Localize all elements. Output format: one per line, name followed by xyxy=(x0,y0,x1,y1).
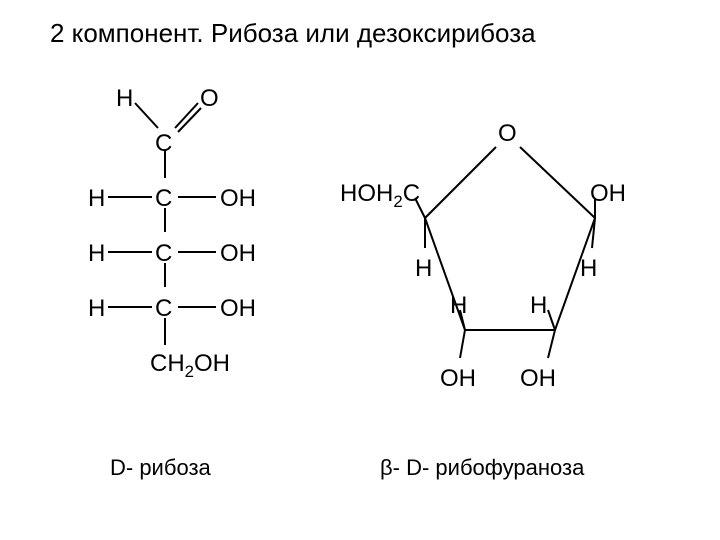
right-atom-O_ring: O xyxy=(498,120,517,148)
right-atom-HOH2C: HOH2C xyxy=(340,180,420,212)
left-atom-H3l: H xyxy=(88,240,105,268)
left-atom-H4l: H xyxy=(88,295,105,323)
left-atom-H2l: H xyxy=(88,185,105,213)
left-atom-OH2: OH xyxy=(220,185,256,213)
left-atom-C3: C xyxy=(155,240,172,268)
left-caption: D- рибоза xyxy=(110,455,211,481)
left-atom-O_top: O xyxy=(200,85,219,113)
left-atom-H_top: H xyxy=(116,85,133,113)
left-atom-C4: C xyxy=(155,295,172,323)
left-atom-C1: C xyxy=(155,130,172,158)
left-atom-C2: C xyxy=(155,185,172,213)
right-caption: β- D- рибофураноза xyxy=(380,455,584,481)
left-atom-OH4: OH xyxy=(220,295,256,323)
right-atom-OH_bl: OH xyxy=(440,365,476,393)
right-atom-H_bl: H xyxy=(450,292,467,320)
right-atom-H_lr: H xyxy=(580,255,597,283)
right-atom-OH_br: OH xyxy=(520,365,556,393)
right-atom-H_br: H xyxy=(530,292,547,320)
right-atom-H_ll: H xyxy=(415,255,432,283)
right-atom-OH_r: OH xyxy=(590,180,626,208)
left-atom-C5: CH2OH xyxy=(150,350,230,382)
ribofuranose-structure xyxy=(0,0,720,540)
left-atom-OH3: OH xyxy=(220,240,256,268)
